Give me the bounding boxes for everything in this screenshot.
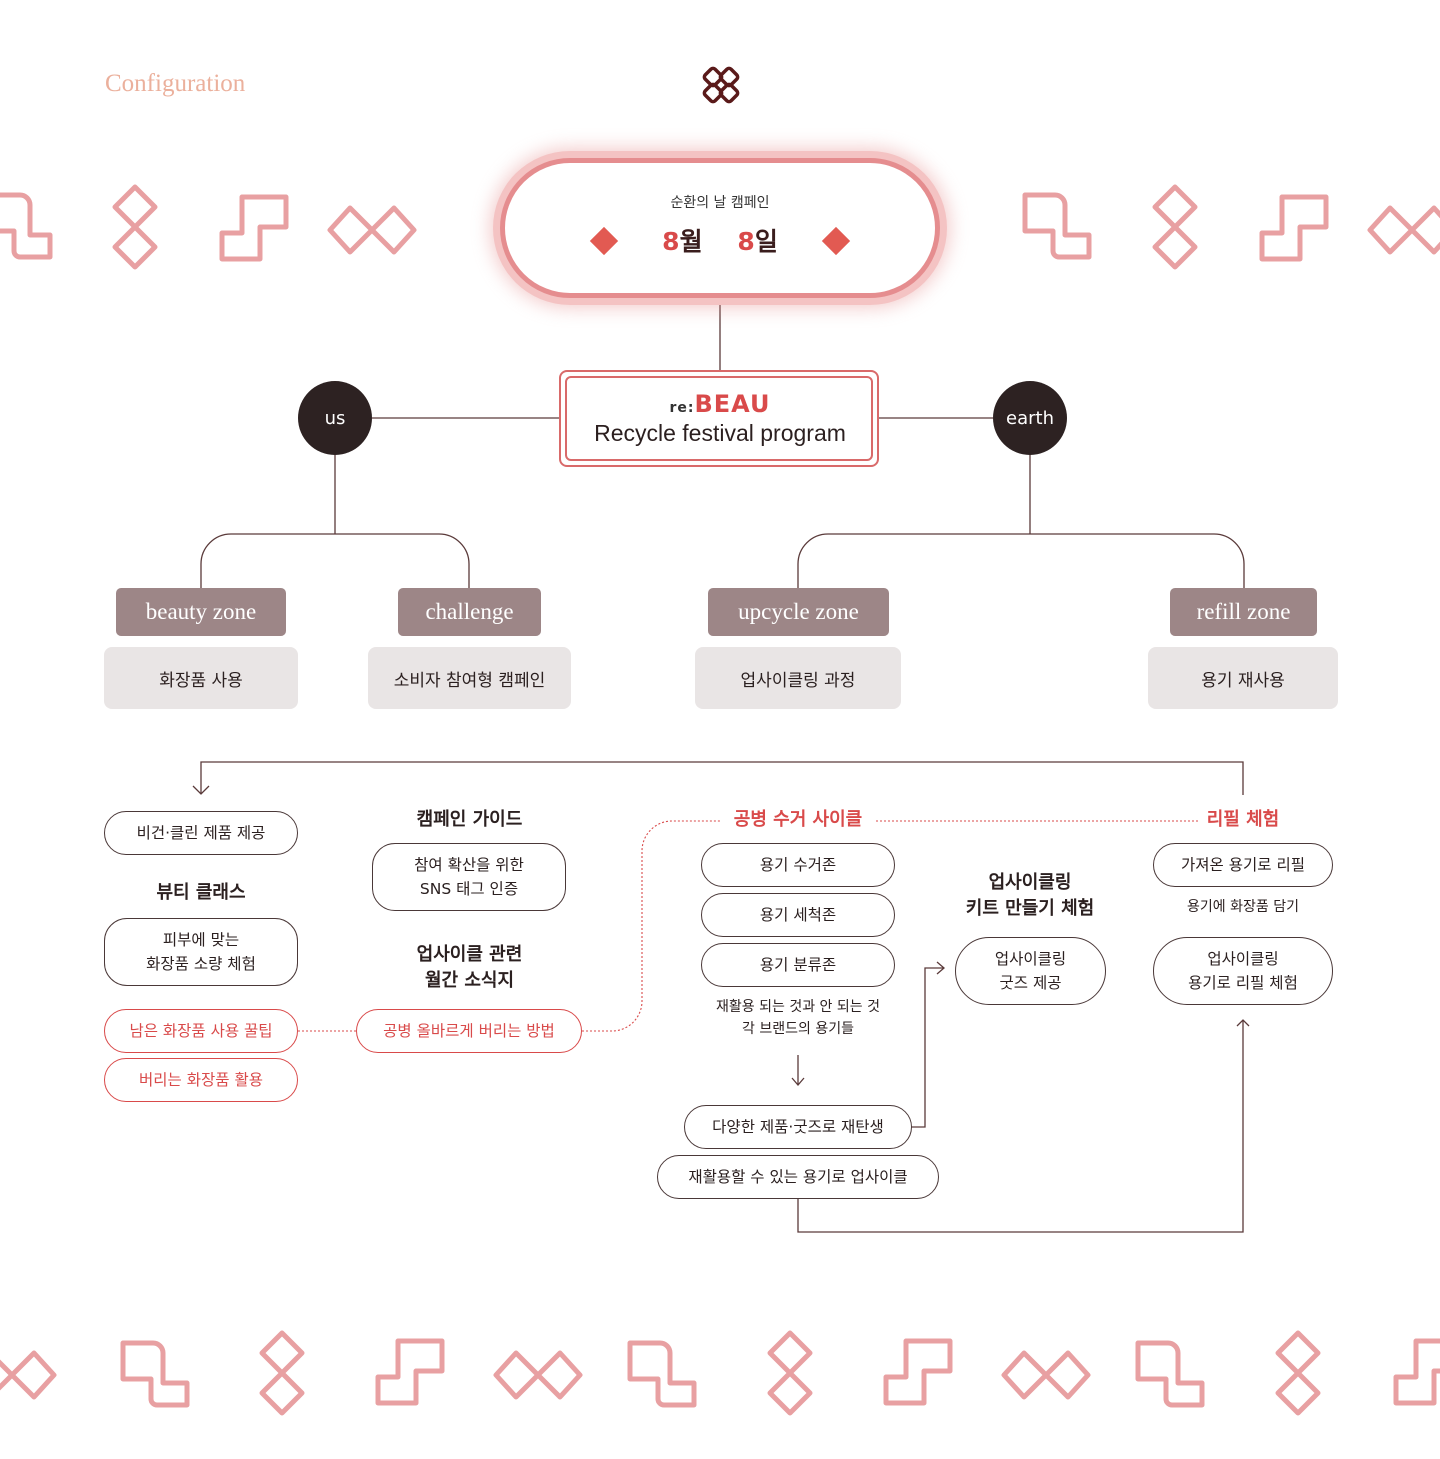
step-cleaning-chip: 용기 세척존 bbox=[701, 893, 895, 937]
node-us: us bbox=[298, 381, 372, 455]
deco-shape-s1 bbox=[0, 192, 53, 260]
line-to-refill bbox=[797, 1020, 1244, 1233]
deco-shape-8a bbox=[112, 184, 158, 270]
interlocked-chain-icon bbox=[702, 66, 740, 104]
deco-shape-inf2 bbox=[1367, 205, 1440, 255]
beauty-class-heading: 뷰티 클래스 bbox=[156, 882, 246, 903]
zone-beauty-desc: 화장품 사용 bbox=[104, 647, 298, 709]
upcycle-goods-chip: 업사이클링 굿즈 제공 bbox=[955, 937, 1106, 1005]
deco-shape-s3 bbox=[120, 1340, 190, 1408]
refill-note: 용기에 화장품 담기 bbox=[1187, 899, 1299, 915]
refill-upcycle-chip: 업사이클링 용기로 리필 체험 bbox=[1153, 937, 1333, 1005]
deco-shape-8d bbox=[767, 1330, 813, 1416]
month-label: 월 bbox=[679, 227, 703, 256]
deco-shape-s5 bbox=[1135, 1340, 1205, 1408]
deco-shape-p3 bbox=[375, 1338, 445, 1406]
deco-shape-8c bbox=[259, 1330, 305, 1416]
month-digit: 8 bbox=[662, 227, 680, 256]
campaign-guide-heading: 캠페인 가이드 bbox=[416, 809, 523, 830]
deco-shape-inf5 bbox=[1001, 1350, 1091, 1400]
logo-prefix: re: bbox=[669, 400, 695, 416]
arrow-to-kit bbox=[936, 961, 945, 975]
reborn-goods-chip: 다양한 제품·굿즈로 재탄생 bbox=[684, 1105, 912, 1149]
program-box-outer bbox=[559, 370, 879, 467]
program-logo: re:BEAU bbox=[0, 390, 1440, 418]
zone-upcycle: upcycle zone bbox=[708, 588, 889, 636]
step-sorting-chip: 용기 분류존 bbox=[701, 943, 895, 987]
beauty-chip-trial: 피부에 맞는 화장품 소량 체험 bbox=[104, 918, 298, 986]
zone-challenge: challenge bbox=[398, 588, 541, 636]
section-title: Configuration bbox=[105, 70, 246, 97]
kit-heading: 업사이클링 키트 만들기 체험 bbox=[965, 872, 1095, 919]
deco-shape-s2 bbox=[1022, 192, 1092, 260]
deco-shape-8b bbox=[1152, 184, 1198, 270]
refill-heading: 리필 체험 bbox=[1198, 807, 1288, 833]
deco-shape-inf3 bbox=[0, 1350, 57, 1400]
deco-shape-s4 bbox=[627, 1340, 697, 1408]
line-earth-branch bbox=[797, 533, 1245, 588]
newsletter-heading: 업사이클 관련 월간 소식지 bbox=[416, 944, 523, 991]
decorative-pattern-bottom bbox=[0, 1330, 1440, 1416]
arrow-note-down bbox=[791, 1077, 805, 1086]
deco-shape-p5 bbox=[1393, 1338, 1440, 1406]
beauty-reuse-chip: 버리는 화장품 활용 bbox=[104, 1058, 298, 1102]
dotted-challenge-upcycle bbox=[582, 820, 730, 1032]
program-title: Recycle festival program bbox=[594, 420, 846, 446]
deco-shape-inf1 bbox=[327, 205, 417, 255]
zone-refill-desc: 용기 재사용 bbox=[1148, 647, 1338, 709]
campaign-date: 8월 8일 bbox=[0, 222, 1440, 258]
zone-challenge-desc: 소비자 참여형 캠페인 bbox=[368, 647, 571, 709]
zone-beauty: beauty zone bbox=[116, 588, 286, 636]
disposal-method-chip: 공병 올바르게 버리는 방법 bbox=[356, 1009, 582, 1053]
line-to-kit bbox=[911, 967, 943, 1128]
deco-shape-inf4 bbox=[493, 1350, 583, 1400]
logo-name: BEAU bbox=[694, 390, 771, 418]
line-loop-top bbox=[200, 761, 1244, 795]
arrow-loop-top bbox=[192, 785, 210, 795]
deco-shape-p1 bbox=[219, 194, 289, 262]
line-us-branch bbox=[200, 533, 470, 588]
zone-upcycle-desc: 업사이클링 과정 bbox=[695, 647, 901, 709]
campaign-label: 순환의 날 캠페인 bbox=[670, 195, 770, 211]
day-label: 일 bbox=[754, 227, 778, 256]
sorting-note: 재활용 되는 것과 안 되는 것 각 브랜드의 용기들 bbox=[716, 999, 880, 1037]
day-digit: 8 bbox=[737, 227, 755, 256]
decorative-pattern-top bbox=[0, 184, 1440, 270]
program-box bbox=[565, 376, 873, 461]
sns-tag-chip: 참여 확산을 위한 SNS 태그 인증 bbox=[372, 843, 566, 911]
arrow-to-refill bbox=[1236, 1019, 1250, 1027]
deco-shape-p2 bbox=[1259, 194, 1329, 262]
beauty-chip-vegan: 비건·클린 제품 제공 bbox=[104, 811, 298, 855]
upcycle-bottle-chip: 재활용할 수 있는 용기로 업사이클 bbox=[657, 1155, 939, 1199]
zone-refill: refill zone bbox=[1170, 588, 1317, 636]
deco-shape-8e bbox=[1275, 1330, 1321, 1416]
refill-own-container-chip: 가져온 용기로 리필 bbox=[1153, 843, 1333, 887]
beauty-tip-chip: 남은 화장품 사용 꿀팁 bbox=[104, 1009, 298, 1053]
campaign-pill bbox=[500, 158, 940, 298]
bottle-cycle-heading: 공병 수거 사이클 bbox=[720, 807, 876, 833]
step-collection-chip: 용기 수거존 bbox=[701, 843, 895, 887]
deco-shape-p4 bbox=[883, 1338, 953, 1406]
node-earth: earth bbox=[993, 381, 1067, 455]
